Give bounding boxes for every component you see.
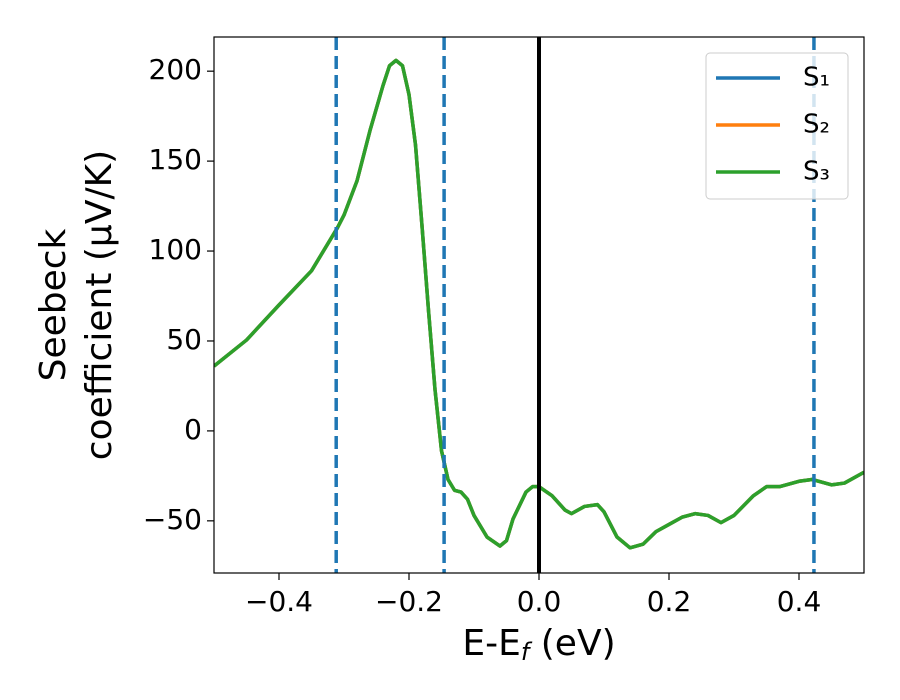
x-tick-label: −0.4 [245,585,313,618]
x-tick-label: 0.4 [777,585,822,618]
y-tick-label: 50 [166,323,202,356]
y-tick-label: −50 [143,503,202,536]
x-tick-label: −0.2 [375,585,443,618]
x-label-rest: (eV) [529,623,615,664]
y-label-line: Seebeck [33,228,74,381]
y-tick-label: 200 [149,53,202,86]
y-tick-label: 0 [184,413,202,446]
y-tick-label: 100 [149,233,202,266]
x-tick-label: 0.0 [517,585,562,618]
y-label-line: coefficient (μV/K) [79,150,120,460]
y-tick-label: 150 [149,143,202,176]
x-label-main: E-E [462,623,520,664]
x-tick-label: 0.2 [647,585,692,618]
legend: S₁ S₂ S₃ [705,52,849,200]
legend-label: S₁ [803,63,830,93]
legend-label: S₂ [803,110,830,140]
axes-frame [213,36,865,574]
plot-area [214,37,864,573]
y-axis-label: Seebeck coefficient (μV/K) [33,150,120,460]
x-axis-label: E-Ef (eV) [462,623,615,666]
series-line [214,58,864,550]
legend-label: S₃ [803,157,830,187]
